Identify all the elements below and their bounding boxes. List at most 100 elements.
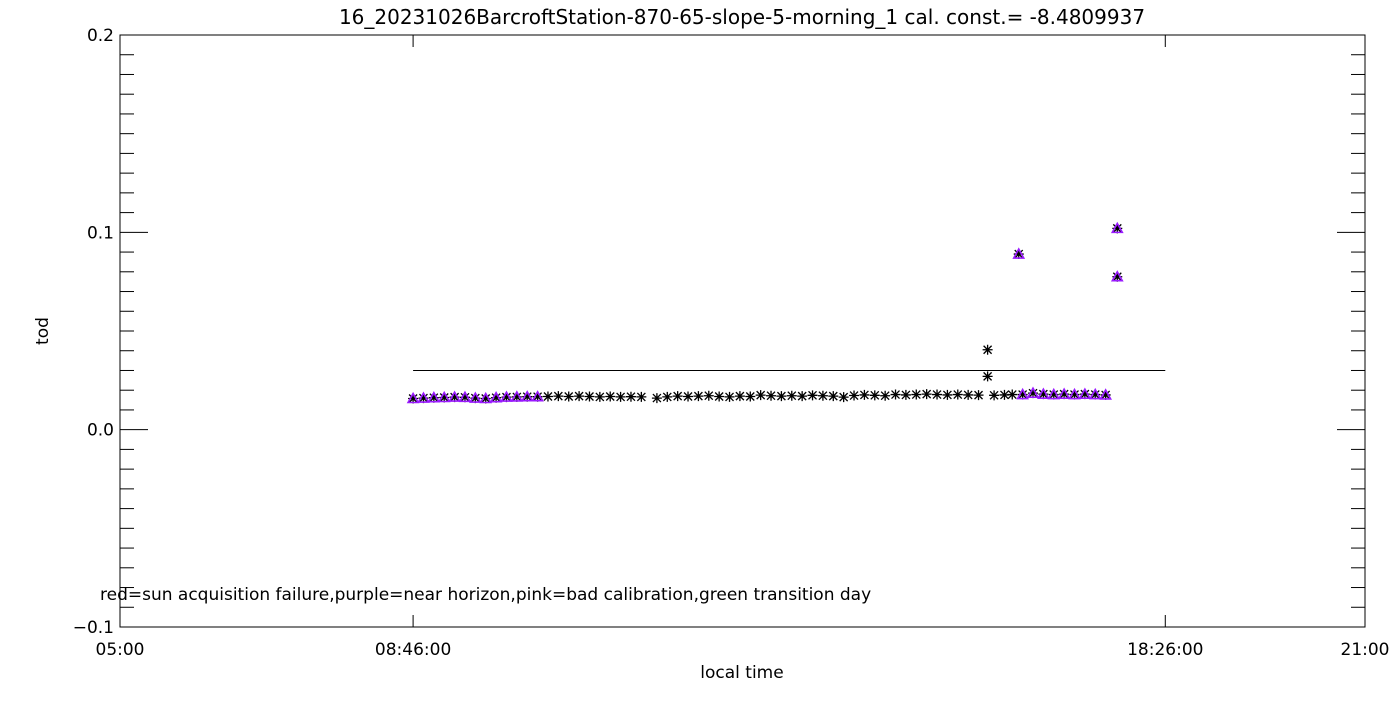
asterisk-marker — [1100, 389, 1111, 400]
y-tick-label: −0.1 — [73, 618, 114, 638]
asterisk-marker — [776, 391, 787, 402]
asterisk-marker — [522, 391, 533, 402]
asterisk-marker — [1112, 271, 1123, 282]
data-point — [437, 390, 451, 403]
asterisk-marker — [408, 393, 419, 404]
data-point — [999, 389, 1010, 400]
asterisk-marker — [574, 391, 585, 402]
asterisk-marker — [672, 391, 683, 402]
asterisk-marker — [942, 389, 953, 400]
triangle-marker — [406, 391, 420, 404]
asterisk-marker — [439, 392, 450, 403]
asterisk-marker — [828, 391, 839, 402]
triangle-marker — [1110, 270, 1124, 282]
asterisk-marker — [615, 391, 626, 402]
color-legend-annotation: red=sun acquisition failure,purple=near … — [100, 585, 871, 605]
asterisk-marker — [418, 393, 429, 404]
data-point — [406, 391, 420, 404]
x-tick-label: 18:26:00 — [1127, 640, 1203, 660]
data-point — [1026, 386, 1040, 399]
data-point — [755, 390, 766, 401]
asterisk-marker — [480, 393, 491, 404]
data-point — [982, 344, 993, 355]
data-point — [838, 392, 849, 403]
asterisk-marker — [542, 391, 553, 402]
asterisk-marker — [703, 390, 714, 401]
asterisk-marker — [1028, 388, 1038, 399]
data-point — [531, 390, 544, 402]
data-point — [973, 390, 984, 401]
asterisk-marker — [911, 389, 922, 400]
asterisk-marker — [963, 389, 974, 400]
asterisk-marker — [651, 393, 662, 404]
data-point — [880, 390, 891, 401]
triangle-marker — [489, 391, 503, 403]
triangle-marker — [1016, 387, 1029, 400]
asterisk-marker — [807, 390, 818, 401]
triangle-marker — [1088, 387, 1102, 400]
asterisk-marker — [683, 391, 694, 402]
triangle-marker — [468, 391, 482, 403]
data-point — [890, 389, 901, 400]
data-point — [651, 393, 662, 404]
triangle-marker — [1026, 386, 1040, 398]
asterisk-marker — [1038, 389, 1049, 400]
data-point — [952, 389, 963, 400]
data-point — [417, 391, 430, 404]
asterisk-marker — [491, 392, 502, 403]
data-point — [1088, 387, 1102, 400]
data-point — [662, 391, 673, 402]
data-point — [817, 390, 828, 401]
asterisk-marker — [636, 391, 647, 402]
triangle-marker — [500, 390, 513, 402]
data-point — [828, 391, 839, 402]
triangle-marker — [417, 391, 430, 403]
data-point — [489, 391, 503, 403]
asterisk-marker — [745, 391, 756, 402]
y-axis-label: tod — [33, 317, 53, 345]
data-point — [553, 391, 564, 402]
data-point — [911, 389, 922, 400]
asterisk-marker — [869, 390, 880, 401]
asterisk-marker — [1079, 389, 1090, 400]
asterisk-marker — [952, 389, 963, 400]
asterisk-marker — [797, 391, 808, 402]
data-point — [989, 390, 1000, 401]
asterisk-marker — [724, 391, 735, 402]
data-point — [683, 391, 694, 402]
asterisk-marker — [900, 389, 911, 400]
data-point — [1110, 270, 1124, 282]
plot-frame — [119, 34, 1366, 628]
data-point — [500, 390, 513, 403]
asterisk-marker — [982, 344, 993, 355]
asterisk-marker — [584, 391, 595, 402]
data-point — [859, 389, 870, 400]
asterisk-marker — [605, 391, 616, 402]
data-point — [574, 391, 585, 402]
data-point — [745, 391, 756, 402]
triangle-marker — [479, 391, 493, 404]
asterisk-marker — [1013, 249, 1024, 260]
data-point — [1078, 387, 1092, 400]
x-tick-label: 05:00 — [96, 640, 145, 660]
asterisk-marker — [1112, 223, 1123, 234]
x-tick-label: 08:46:00 — [375, 640, 451, 660]
data-point — [468, 391, 482, 404]
triangle-marker — [458, 390, 472, 403]
y-tick-label: 0.0 — [87, 421, 114, 441]
asterisk-marker — [1007, 389, 1018, 400]
asterisk-marker — [890, 389, 901, 400]
y-tick-labels: −0.1 0.0 0.1 0.2 — [73, 26, 114, 638]
data-point — [594, 391, 605, 402]
asterisk-marker — [1090, 389, 1101, 400]
triangle-marker — [1037, 387, 1050, 399]
data-point — [636, 391, 647, 402]
data-point — [963, 389, 974, 400]
data-point — [942, 389, 953, 400]
triangle-marker — [1057, 387, 1071, 399]
data-point — [849, 390, 860, 401]
asterisk-marker — [449, 392, 460, 403]
data-point — [734, 391, 745, 402]
asterisk-marker — [714, 391, 725, 402]
